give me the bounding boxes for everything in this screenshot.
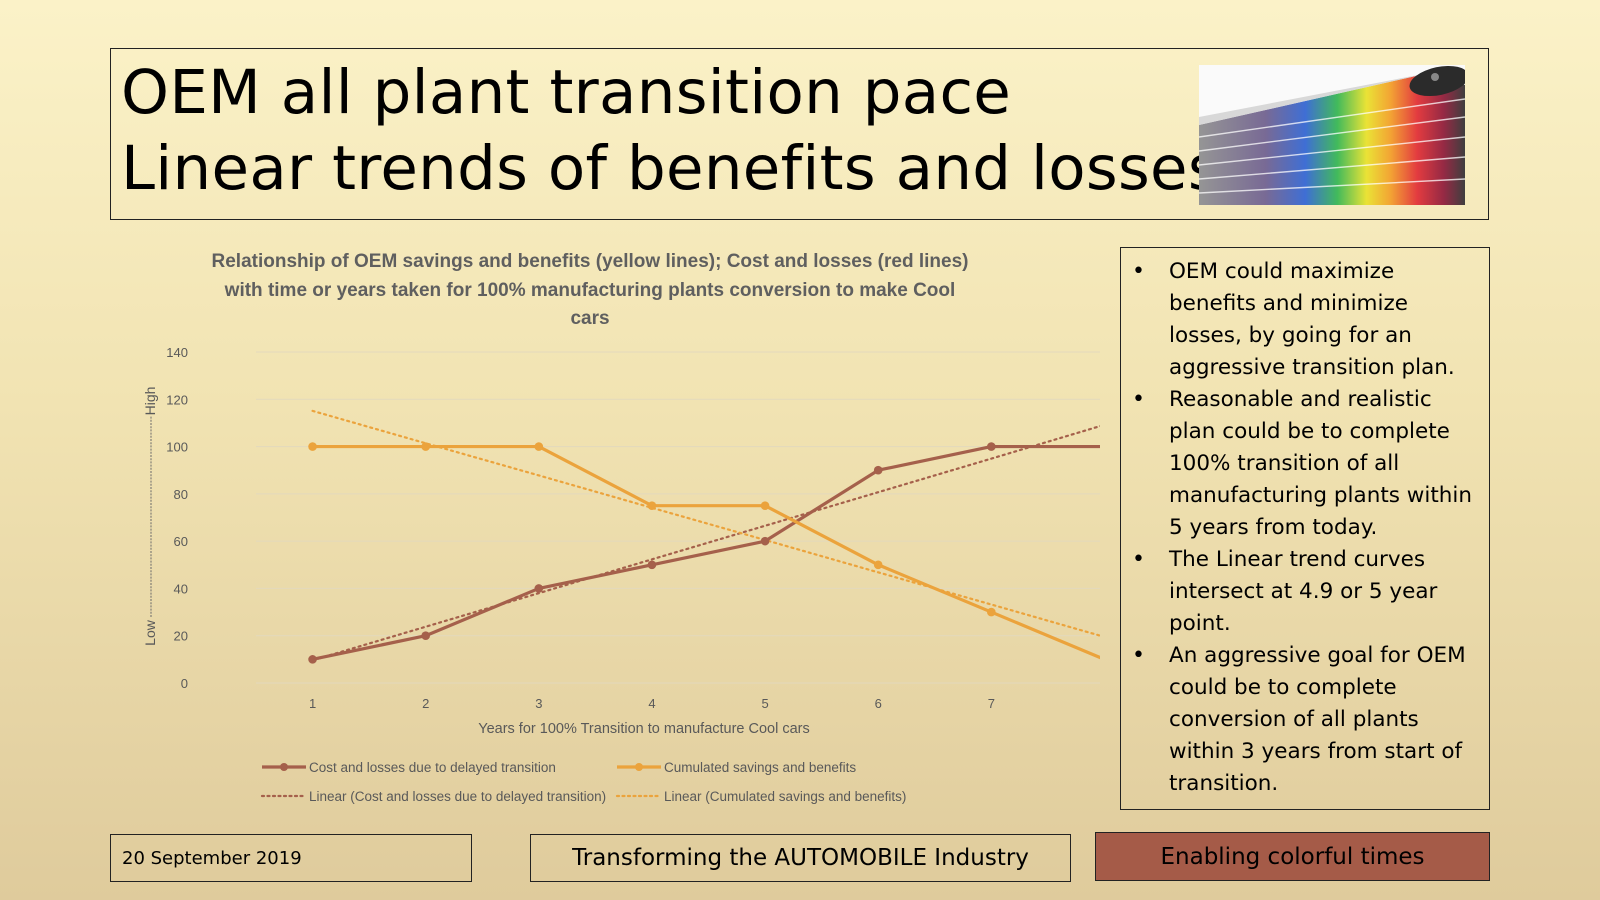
y-tick-label: 120 [166,392,188,407]
legend-label: Linear (Cumulated savings and benefits) [664,789,906,804]
series-trendline [311,424,1100,662]
x-tick-label: 6 [875,696,882,711]
trendline-path [311,424,1100,662]
data-point [873,560,883,570]
x-tick-label: 3 [535,696,542,711]
data-point [760,501,770,510]
legend-label: Cost and losses due to delayed transitio… [309,760,556,775]
chart-series [308,409,1100,664]
x-tick-label: 2 [422,696,429,711]
footer-presentation-title: Transforming the AUTOMOBILE Industry [530,834,1071,882]
data-point [534,584,544,593]
key-point-text: Reasonable and realistic plan could be t… [1169,387,1473,540]
key-point-text: The Linear trend curves intersect at 4.9… [1169,547,1438,636]
y-tick-label: 20 [174,629,188,644]
series-line-path [312,444,1100,661]
key-point-item: • OEM could maximize benefits and minimiz… [1132,256,1481,384]
legend-item: Cost and losses due to delayed transitio… [262,760,556,775]
data-point [308,442,317,451]
y-tick-label: 40 [174,581,188,596]
data-point [760,536,770,546]
bullet-icon: • [1132,643,1145,668]
x-axis-label: Years for 100% Transition to manufacture… [478,721,810,737]
key-points-box: • OEM could maximize benefits and minimiz… [1120,247,1490,810]
legend-marker [635,763,643,771]
data-point [873,465,883,475]
footer-tagline: Enabling colorful times [1095,832,1490,881]
chart-gridlines [256,351,1100,684]
bullet-icon: • [1132,259,1145,284]
y-axis-label-high: High [142,387,158,416]
key-point-item: • The Linear trend curves intersect at 4.… [1132,544,1481,640]
data-point [647,501,657,510]
y-tick-label: 140 [166,345,188,360]
legend-marker [280,763,288,771]
legend-item: Cumulated savings and benefits [617,760,856,775]
y-axis-ticks: 0 20 40 60 80 100 120 140 [166,345,188,691]
data-point [647,560,657,570]
key-point-item: • An aggressive goal for OEM could be to … [1132,640,1481,800]
data-point [987,607,996,617]
y-tick-label: 60 [174,534,188,549]
y-tick-label: 100 [166,440,188,455]
y-axis-label-low: Low [142,619,158,646]
bullet-icon: • [1132,387,1145,412]
x-tick-label: 7 [988,696,995,711]
color-swatch-fan-image [1199,65,1465,205]
x-tick-label: 1 [309,696,316,711]
legend-item: Linear (Cumulated savings and benefits) [615,789,906,804]
x-tick-label: 5 [761,696,768,711]
trendline-path [311,409,1100,637]
page-title-line-1: OEM all plant transition pace [121,57,1012,128]
footer-date: 20 September 2019 [110,834,472,882]
legend-item: Linear (Cost and losses due to delayed t… [260,789,606,804]
series-trendline [311,409,1100,637]
bullet-icon: • [1132,547,1145,572]
legend-label: Cumulated savings and benefits [664,760,856,775]
y-tick-label: 0 [181,676,188,691]
legend-label: Linear (Cost and losses due to delayed t… [309,789,606,804]
y-axis-label: Low High [142,387,158,646]
series-line [308,442,1100,660]
data-point [421,442,430,451]
data-point [308,655,317,664]
title-box: OEM all plant transition pace Linear tre… [110,48,1489,220]
key-points-list: • OEM could maximize benefits and minimiz… [1121,248,1489,800]
key-point-text: An aggressive goal for OEM could be to c… [1169,643,1466,796]
key-point-text: OEM could maximize benefits and minimize… [1169,259,1455,380]
page-title-line-2: Linear trends of benefits and losses [121,133,1220,204]
series-line-path [312,444,1100,660]
x-tick-label: 4 [648,696,655,711]
x-axis-ticks: 12345678 [309,696,995,711]
y-tick-label: 80 [174,487,188,502]
data-point [421,631,430,641]
chart-area: Relationship of OEM savings and benefits… [110,240,1100,820]
chart-legend: Cost and losses due to delayed transitio… [260,760,906,804]
data-point [534,442,544,451]
chart-title: Relationship of OEM savings and benefits… [211,251,969,329]
data-point [987,442,996,451]
series-line [308,442,1100,664]
key-point-item: • Reasonable and realistic plan could be … [1132,384,1481,544]
